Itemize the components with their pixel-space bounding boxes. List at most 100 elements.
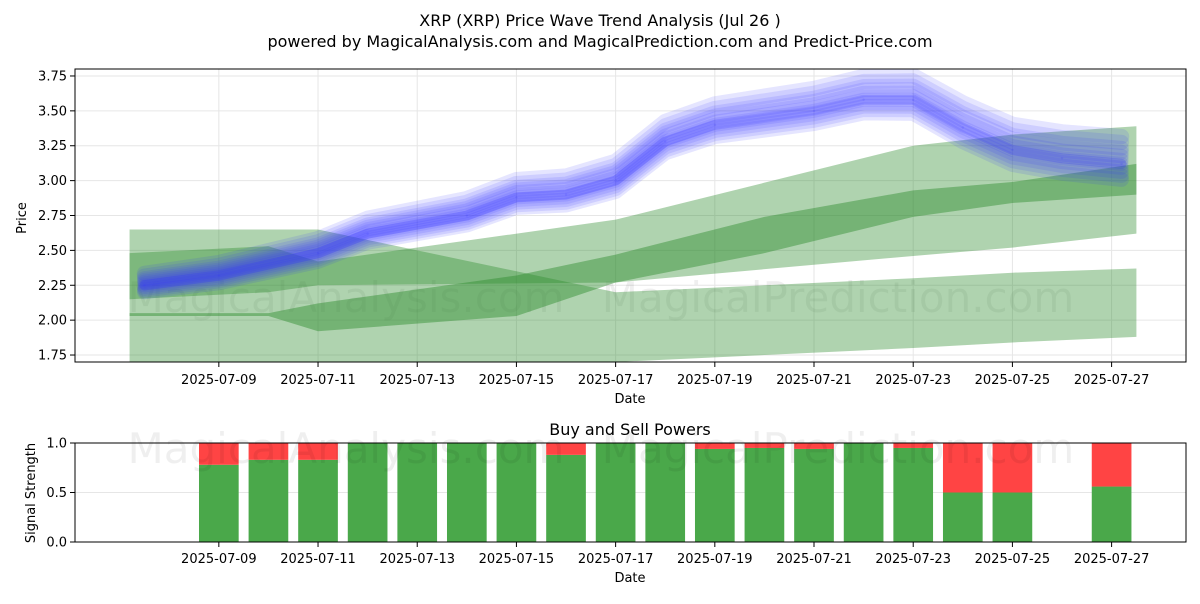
trend-band-1 <box>129 126 1137 300</box>
price-wave-line <box>137 92 1129 293</box>
price-point <box>812 109 816 113</box>
price-point <box>912 98 915 101</box>
buy-bar <box>942 492 983 542</box>
price-point <box>614 179 617 182</box>
price-wave-line <box>137 95 1129 295</box>
price-wave-line <box>136 73 1130 284</box>
buy-bar <box>198 464 239 542</box>
top-x-tick-label: 2025-07-25 <box>975 373 1051 388</box>
buy-bar <box>694 448 735 542</box>
bottom-x-tick-label: 2025-07-21 <box>776 552 852 567</box>
top-y-tick-label: 2.25 <box>38 279 67 294</box>
top-x-tick-label: 2025-07-11 <box>280 373 356 388</box>
sell-bar <box>198 443 239 465</box>
bar-chart-title: Buy and Sell Powers <box>549 420 711 439</box>
trend-band-3 <box>129 229 1137 362</box>
watermark-text: MagicalAnalysis.com <box>128 273 565 322</box>
top-x-tick-label: 2025-07-23 <box>875 373 951 388</box>
sell-bar <box>694 443 735 449</box>
price-wave-line <box>137 82 1129 288</box>
watermark-text: MagicalPrediction.com <box>602 424 1075 473</box>
sell-bar <box>893 443 934 448</box>
sell-bar <box>942 443 983 493</box>
price-wave-line <box>137 78 1129 286</box>
top-x-tick-label: 2025-07-15 <box>479 373 555 388</box>
top-x-axis-label: Date <box>614 392 645 407</box>
price-wave-line <box>137 85 1129 290</box>
buy-bar <box>397 443 438 542</box>
price-point <box>316 251 320 255</box>
price-point <box>1060 157 1064 160</box>
bottom-x-tick-label: 2025-07-11 <box>280 552 356 567</box>
top-y-tick-label: 2.50 <box>38 244 67 259</box>
top-y-tick-label: 3.25 <box>38 139 67 154</box>
buy-bar <box>347 443 388 542</box>
sell-bar <box>992 443 1033 493</box>
top-x-tick-label: 2025-07-27 <box>1074 373 1150 388</box>
bottom-y-tick-label: 1.0 <box>46 437 67 452</box>
price-point <box>465 214 469 217</box>
bottom-x-tick-label: 2025-07-25 <box>975 552 1051 567</box>
watermark-text: MagicalAnalysis.com <box>128 424 565 473</box>
price-point <box>713 123 717 127</box>
buy-bar <box>248 459 289 542</box>
top-x-tick-label: 2025-07-19 <box>677 373 753 388</box>
sell-bar <box>546 443 586 455</box>
bottom-x-tick-label: 2025-07-15 <box>479 552 555 567</box>
top-y-tick-label: 2.75 <box>38 209 67 224</box>
buy-bar <box>744 447 785 542</box>
price-point <box>1011 148 1014 152</box>
buy-bar <box>843 443 884 542</box>
buy-bar <box>893 447 934 542</box>
price-point <box>1120 162 1123 166</box>
bottom-y-axis-label: Signal Strength <box>24 443 39 543</box>
buy-bar <box>496 443 537 542</box>
top-y-tick-label: 1.75 <box>38 349 67 364</box>
buy-bar <box>645 443 686 542</box>
price-point <box>515 196 518 199</box>
chart-title: XRP (XRP) Price Wave Trend Analysis (Jul… <box>419 11 780 30</box>
price-point <box>564 193 568 196</box>
buy-bar <box>546 454 586 542</box>
top-x-tick-label: 2025-07-21 <box>776 373 852 388</box>
bottom-x-tick-label: 2025-07-09 <box>181 552 257 567</box>
bottom-y-tick-label: 0.0 <box>46 536 67 551</box>
price-wave-line <box>137 105 1129 300</box>
bottom-x-tick-label: 2025-07-23 <box>875 552 951 567</box>
sell-bar <box>248 443 289 460</box>
bottom-x-tick-label: 2025-07-17 <box>578 552 654 567</box>
buy-bar <box>595 443 636 542</box>
bottom-x-tick-label: 2025-07-27 <box>1074 552 1150 567</box>
price-wave-line <box>137 99 1129 296</box>
price-point <box>217 274 221 277</box>
top-plot-area <box>129 69 1137 362</box>
top-y-tick-label: 3.75 <box>38 69 67 84</box>
top-x-tick-label: 2025-07-13 <box>379 373 455 388</box>
top-y-axis-label: Price <box>15 202 30 234</box>
trend-band-2 <box>129 163 1137 332</box>
price-wave-line <box>137 102 1129 298</box>
price-point <box>961 126 965 129</box>
bottom-x-tick-label: 2025-07-19 <box>677 552 753 567</box>
top-y-tick-label: 3.50 <box>38 104 67 119</box>
buy-bar <box>1091 486 1132 542</box>
price-series-line <box>139 94 1127 291</box>
price-wave-line <box>137 89 1129 291</box>
price-plot: MagicalAnalysis.com MagicalPrediction.com… <box>38 68 1187 388</box>
sell-bar <box>298 443 338 460</box>
watermark-text: MagicalPrediction.com <box>602 273 1075 322</box>
sell-bar <box>744 443 785 448</box>
buy-bar <box>794 448 834 542</box>
signal-plot: MagicalAnalysis.com MagicalPrediction.com… <box>46 424 1187 567</box>
price-point <box>664 140 667 143</box>
bottom-x-axis-label: Date <box>614 571 645 586</box>
price-point <box>366 232 369 235</box>
price-point <box>862 98 865 101</box>
buy-bar <box>298 459 338 542</box>
buy-bar <box>446 443 487 542</box>
chart-subtitle: powered by MagicalAnalysis.com and Magic… <box>267 32 932 51</box>
bottom-x-tick-label: 2025-07-13 <box>379 552 455 567</box>
top-x-tick-label: 2025-07-09 <box>181 373 257 388</box>
price-wave-line <box>136 69 1130 282</box>
